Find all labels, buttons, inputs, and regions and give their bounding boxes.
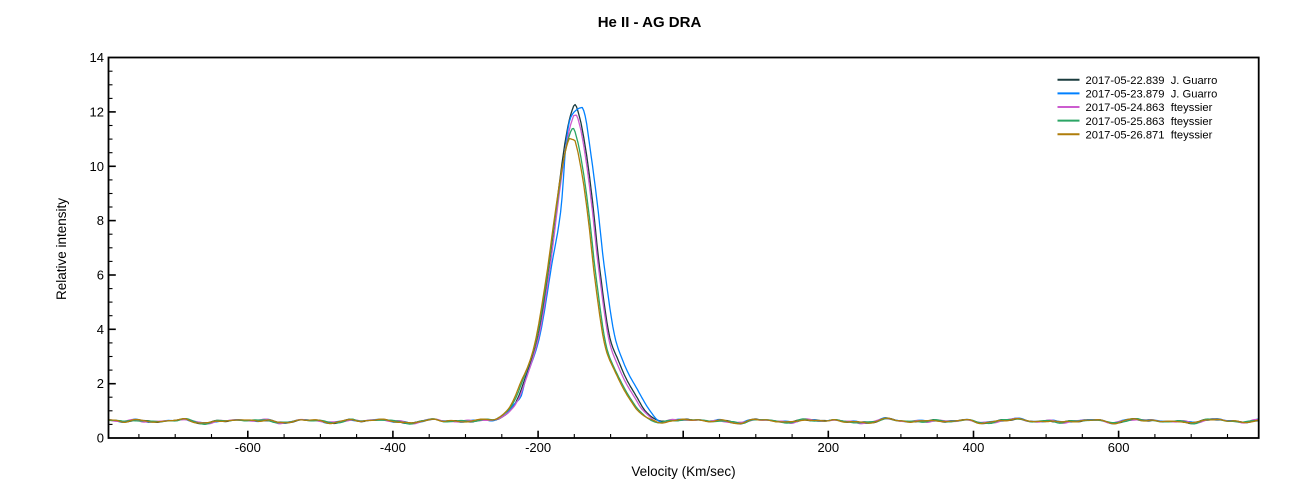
svg-text:2017-05-22.839 J. Guarro: 2017-05-22.839 J. Guarro xyxy=(1086,75,1218,87)
svg-text:Relative intensity: Relative intensity xyxy=(54,198,69,300)
svg-text:-200: -200 xyxy=(525,440,551,455)
svg-text:0: 0 xyxy=(97,431,104,446)
svg-text:2017-05-25.863 fteyssier: 2017-05-25.863 fteyssier xyxy=(1086,116,1213,128)
svg-text:-400: -400 xyxy=(380,440,406,455)
svg-text:2017-05-26.871 fteyssier: 2017-05-26.871 fteyssier xyxy=(1086,129,1213,141)
svg-text:-600: -600 xyxy=(235,440,261,455)
svg-text:8: 8 xyxy=(97,213,104,228)
svg-text:2017-05-23.879 J. Guarro: 2017-05-23.879 J. Guarro xyxy=(1086,89,1218,101)
svg-text:10: 10 xyxy=(90,159,104,174)
svg-text:12: 12 xyxy=(90,104,104,119)
svg-text:200: 200 xyxy=(817,440,839,455)
svg-text:He II - AG DRA: He II - AG DRA xyxy=(598,14,702,31)
svg-text:6: 6 xyxy=(97,268,104,283)
svg-text:2: 2 xyxy=(97,376,104,391)
svg-text:600: 600 xyxy=(1108,440,1130,455)
svg-text:14: 14 xyxy=(90,50,104,65)
svg-text:2017-05-24.863 fteyssier: 2017-05-24.863 fteyssier xyxy=(1086,102,1213,114)
svg-text:400: 400 xyxy=(963,440,985,455)
svg-text:4: 4 xyxy=(97,322,104,337)
svg-text:Velocity (Km/sec): Velocity (Km/sec) xyxy=(631,464,735,479)
